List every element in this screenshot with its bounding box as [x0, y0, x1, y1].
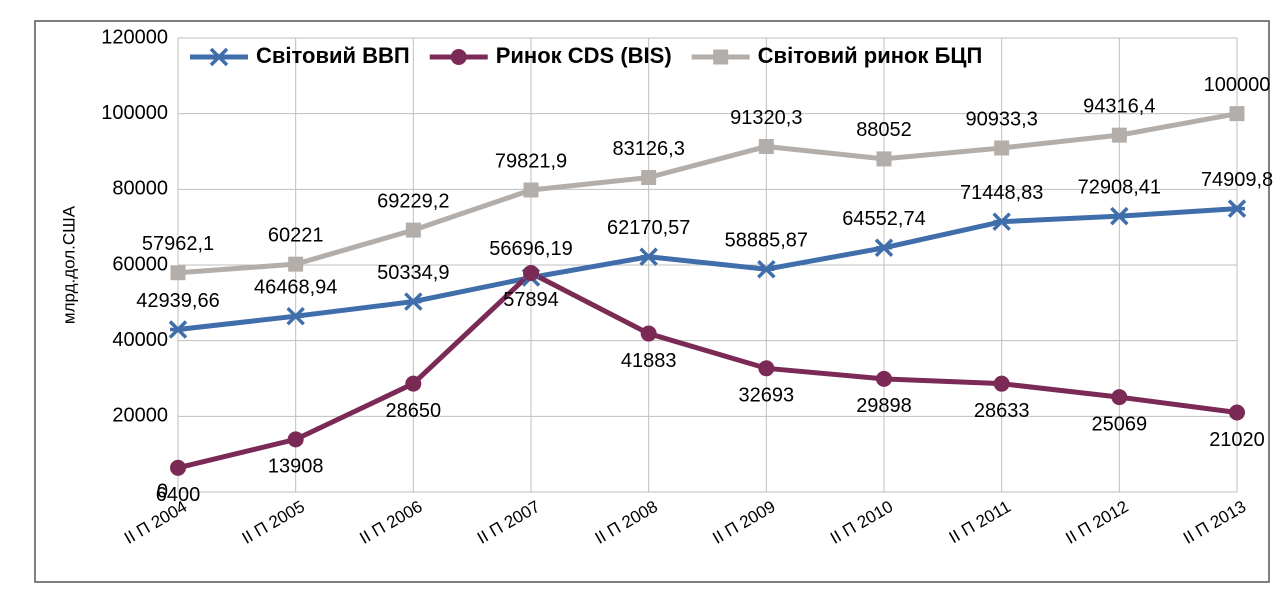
data-label: 72908,41 [1078, 176, 1161, 198]
data-label: 100000 [1204, 74, 1271, 96]
point [641, 170, 657, 186]
data-label: 69229,2 [377, 190, 449, 212]
legend-label: Світовий ринок БЦП [758, 43, 983, 68]
point [757, 259, 776, 279]
point [1229, 404, 1245, 421]
data-label: 6400 [156, 484, 201, 506]
point [639, 247, 658, 267]
y-tick-label: 60000 [112, 253, 168, 275]
legend-label: Ринок CDS (BIS) [496, 43, 672, 68]
data-label: 62170,57 [607, 217, 690, 239]
legend-item: Ринок CDS (BIS) [429, 43, 672, 68]
data-label: 79821,9 [495, 150, 567, 172]
data-label: 57962,1 [142, 233, 214, 255]
point [405, 222, 421, 238]
point [1111, 127, 1127, 143]
point [993, 375, 1010, 392]
data-label: 50334,9 [377, 262, 449, 284]
data-label: 64552,74 [842, 208, 925, 230]
data-label: 42939,66 [136, 290, 219, 312]
legend-marker [209, 47, 229, 67]
y-tick-label: 80000 [112, 178, 168, 200]
series-line [177, 270, 1238, 471]
y-tick-label: 120000 [101, 26, 168, 48]
point [168, 320, 188, 339]
data-label: 29898 [856, 395, 912, 417]
y-tick-label: 100000 [101, 102, 168, 124]
data-label: 28650 [386, 400, 442, 422]
point [1111, 389, 1128, 406]
chart-border [34, 20, 1270, 583]
data-label: 41883 [621, 350, 677, 372]
point [287, 431, 304, 448]
data-label: 94316,4 [1083, 95, 1155, 117]
y-tick-label: 20000 [112, 405, 168, 427]
data-label: 71448,83 [960, 182, 1043, 204]
data-label: 25069 [1092, 413, 1148, 435]
point [1227, 199, 1247, 218]
data-label: 57894 [503, 289, 559, 311]
data-label: 56696,19 [489, 238, 572, 260]
data-label: 28633 [974, 400, 1030, 422]
point [992, 212, 1011, 231]
point [170, 265, 186, 281]
legend-label: Світовий ВВП [256, 43, 410, 68]
data-label: 74909,8 [1201, 169, 1273, 191]
data-label: 21020 [1209, 429, 1265, 451]
data-label: 46468,94 [254, 276, 337, 298]
point [876, 370, 892, 387]
point [994, 140, 1010, 156]
point [170, 459, 186, 476]
point [286, 306, 305, 326]
data-label: 60221 [268, 224, 324, 246]
point [758, 360, 775, 377]
data-label: 13908 [268, 456, 324, 478]
data-label: 88052 [856, 119, 912, 141]
series-line [177, 111, 1238, 276]
legend-marker [713, 49, 729, 65]
y-tick-label: 0 [157, 480, 168, 502]
series-line [177, 206, 1238, 333]
legend-item: Світовий ринок БЦП [691, 43, 983, 68]
point [640, 325, 657, 342]
point [404, 292, 423, 311]
data-label: 32693 [739, 385, 795, 407]
point [1110, 206, 1129, 226]
point [523, 182, 539, 198]
data-label: 58885,87 [725, 229, 808, 251]
data-label: 90933,3 [966, 108, 1038, 130]
point [288, 256, 304, 272]
point [876, 151, 892, 167]
point [523, 264, 539, 281]
y-axis-label: млрд.дол.США [59, 205, 78, 324]
point [405, 375, 422, 392]
data-label: 83126,3 [613, 138, 685, 160]
point [758, 139, 774, 155]
point [1229, 106, 1245, 122]
legend-item: Світовий ВВП [190, 43, 410, 68]
point [874, 238, 894, 258]
data-label: 91320,3 [730, 107, 802, 129]
legend-marker [450, 49, 467, 65]
y-tick-label: 40000 [112, 329, 168, 351]
